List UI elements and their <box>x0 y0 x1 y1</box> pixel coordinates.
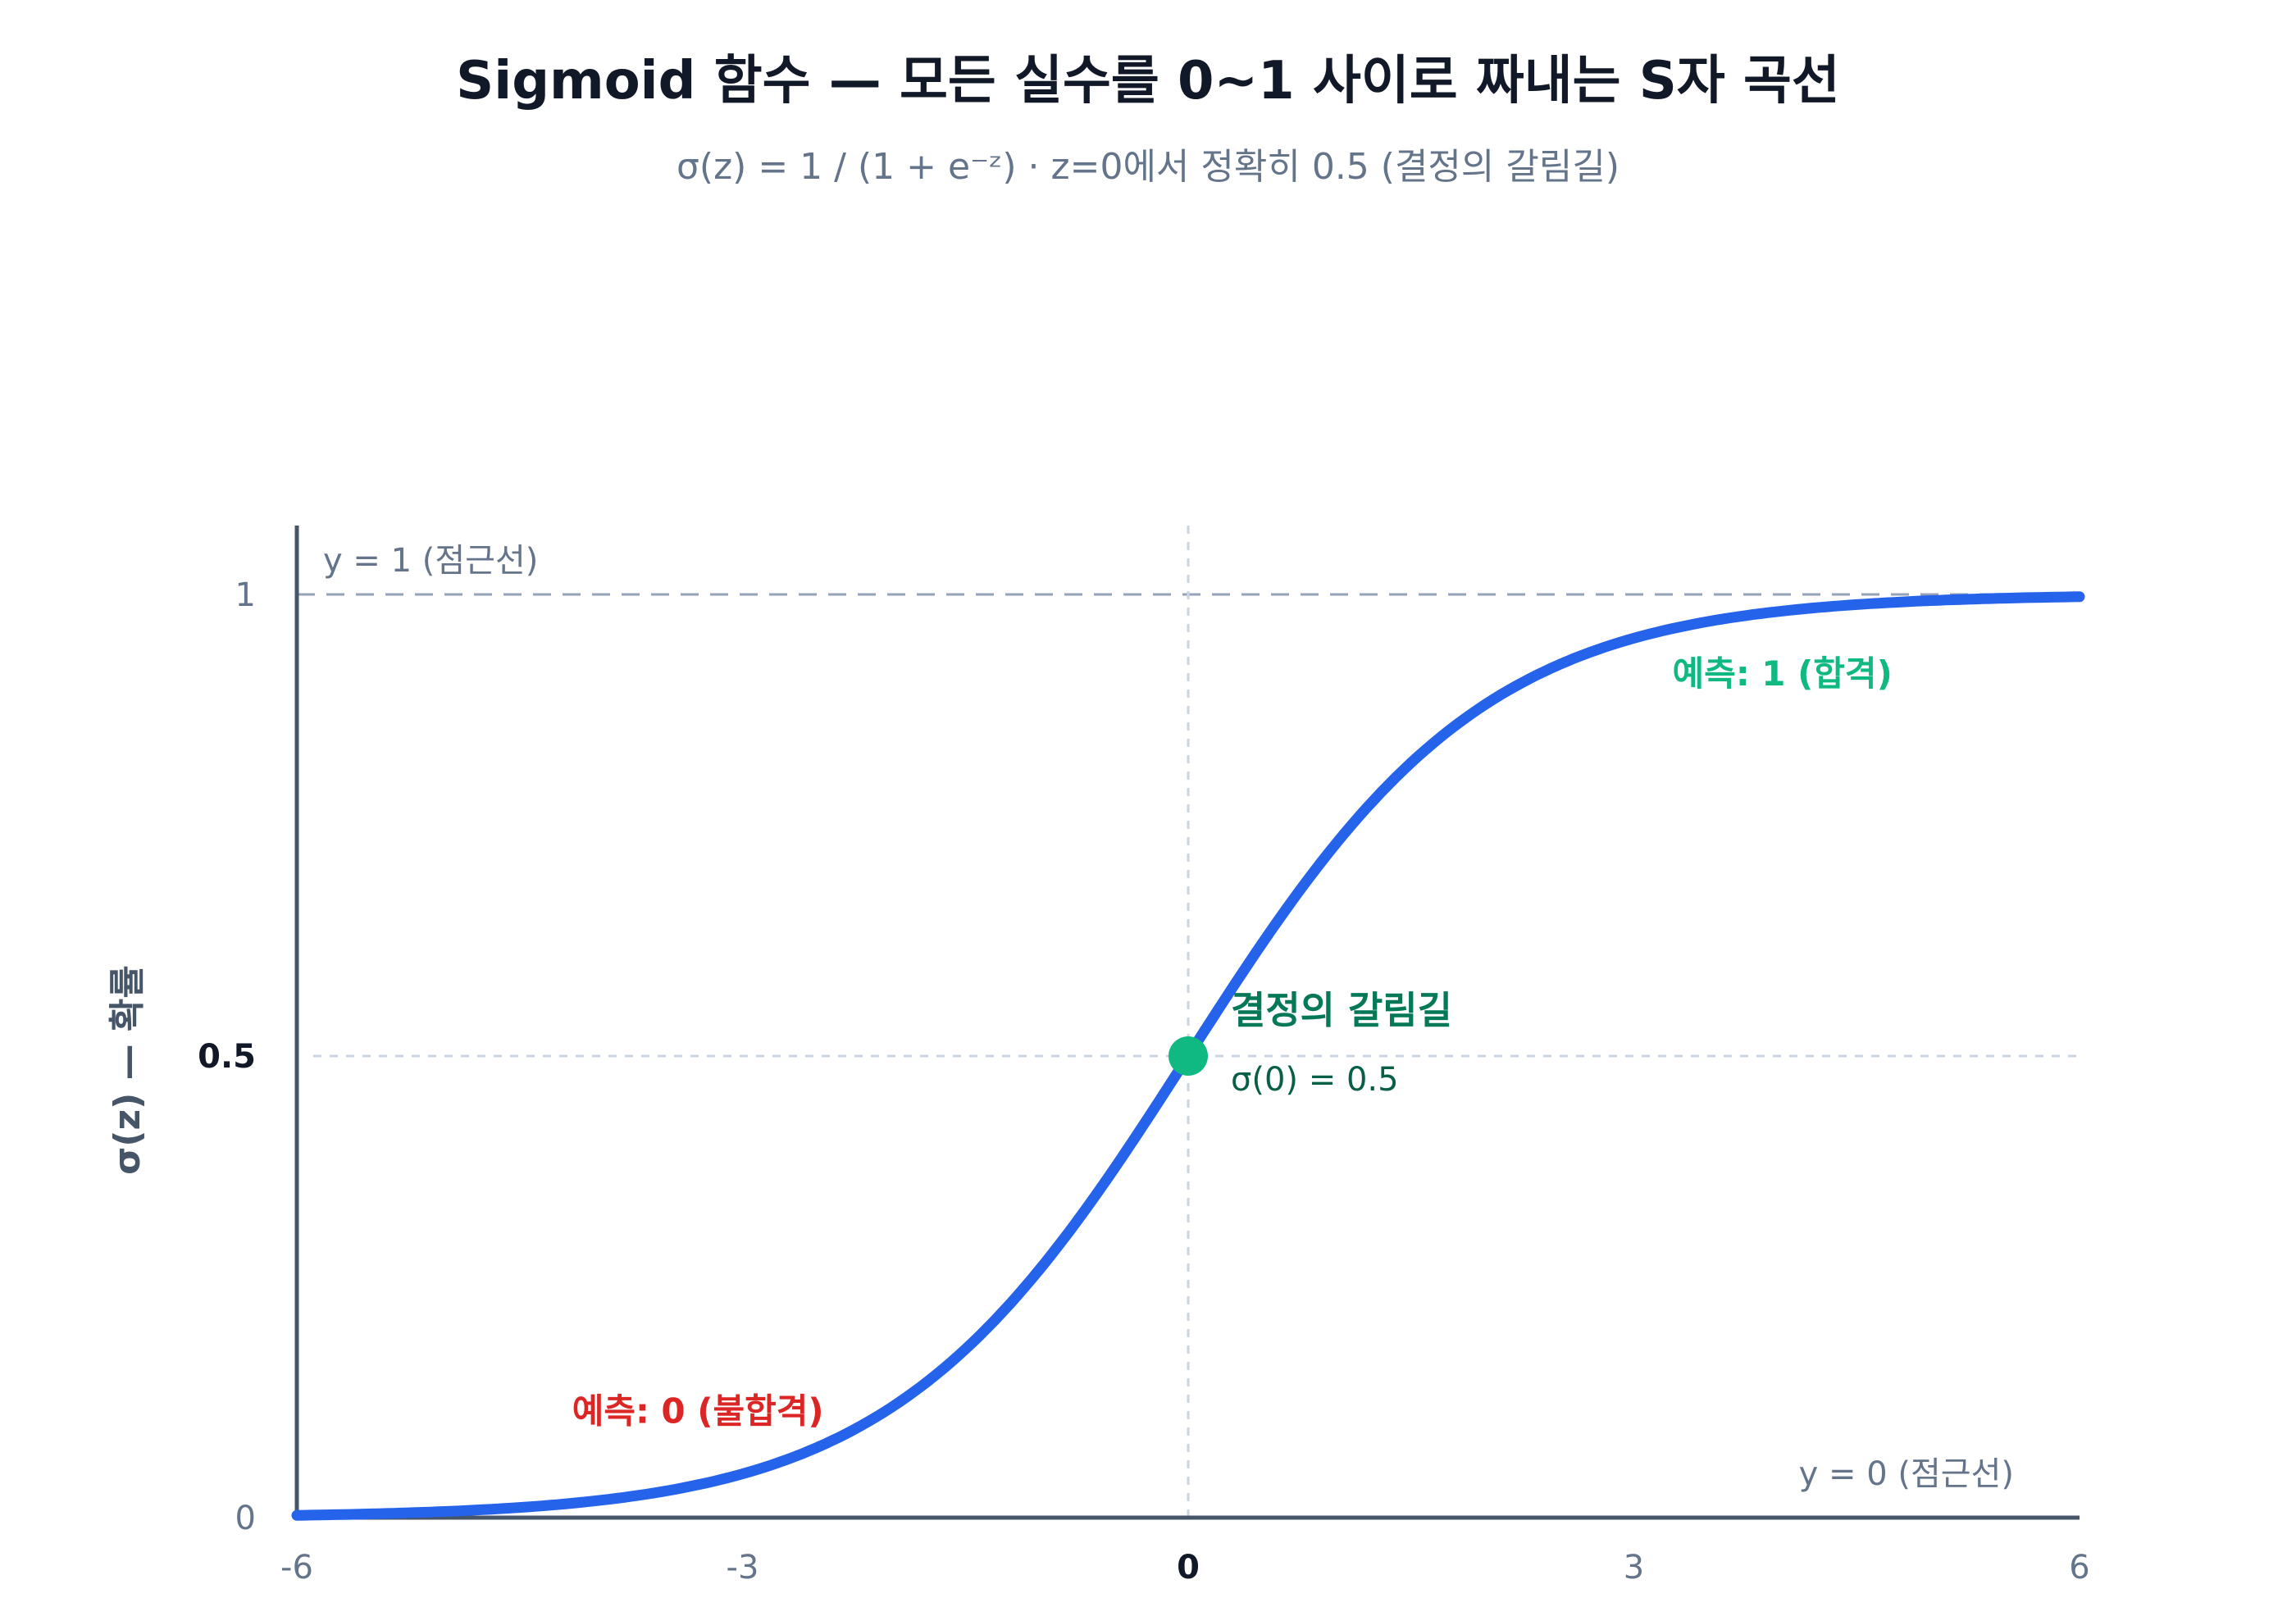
x-tick-label: -6 <box>280 1549 313 1587</box>
prediction-annotation: 예측: 1 (합격) <box>1673 653 1893 694</box>
y-tick-label: 0.5 <box>198 1038 256 1076</box>
chart-subtitle: σ(z) = 1 / (1 + e⁻ᶻ) · z=0에서 정확히 0.5 (결정… <box>676 146 1620 188</box>
x-tick-label: 0 <box>1177 1549 1200 1587</box>
asymptote-label-bottom: y = 0 (점근선) <box>1799 1455 2014 1493</box>
decision-point-label: 결정의 갈림길 <box>1231 988 1452 1032</box>
prediction-annotation: 예측: 0 (불합격) <box>572 1391 824 1432</box>
asymptote-label-top: y = 1 (점근선) <box>323 542 538 580</box>
decision-point-value: σ(0) = 0.5 <box>1231 1061 1399 1099</box>
x-tick-label: 6 <box>2069 1549 2089 1587</box>
x-tick-label: -3 <box>727 1549 759 1587</box>
decision-point-marker <box>1168 1036 1208 1076</box>
y-tick-label: 1 <box>235 576 256 614</box>
chart-title: Sigmoid 함수 — 모든 실수를 0~1 사이로 짜내는 S자 곡선 <box>456 51 1840 112</box>
y-tick-label: 0 <box>235 1500 256 1537</box>
x-tick-label: 3 <box>1624 1549 1644 1587</box>
plot-area: y = 1 (점근선) y = 0 (점근선) -6 -3 0 3 6 0 0.5 1 결정의 갈림… <box>198 526 2090 1587</box>
y-axis-label: σ(z) — 확률 <box>107 965 148 1175</box>
